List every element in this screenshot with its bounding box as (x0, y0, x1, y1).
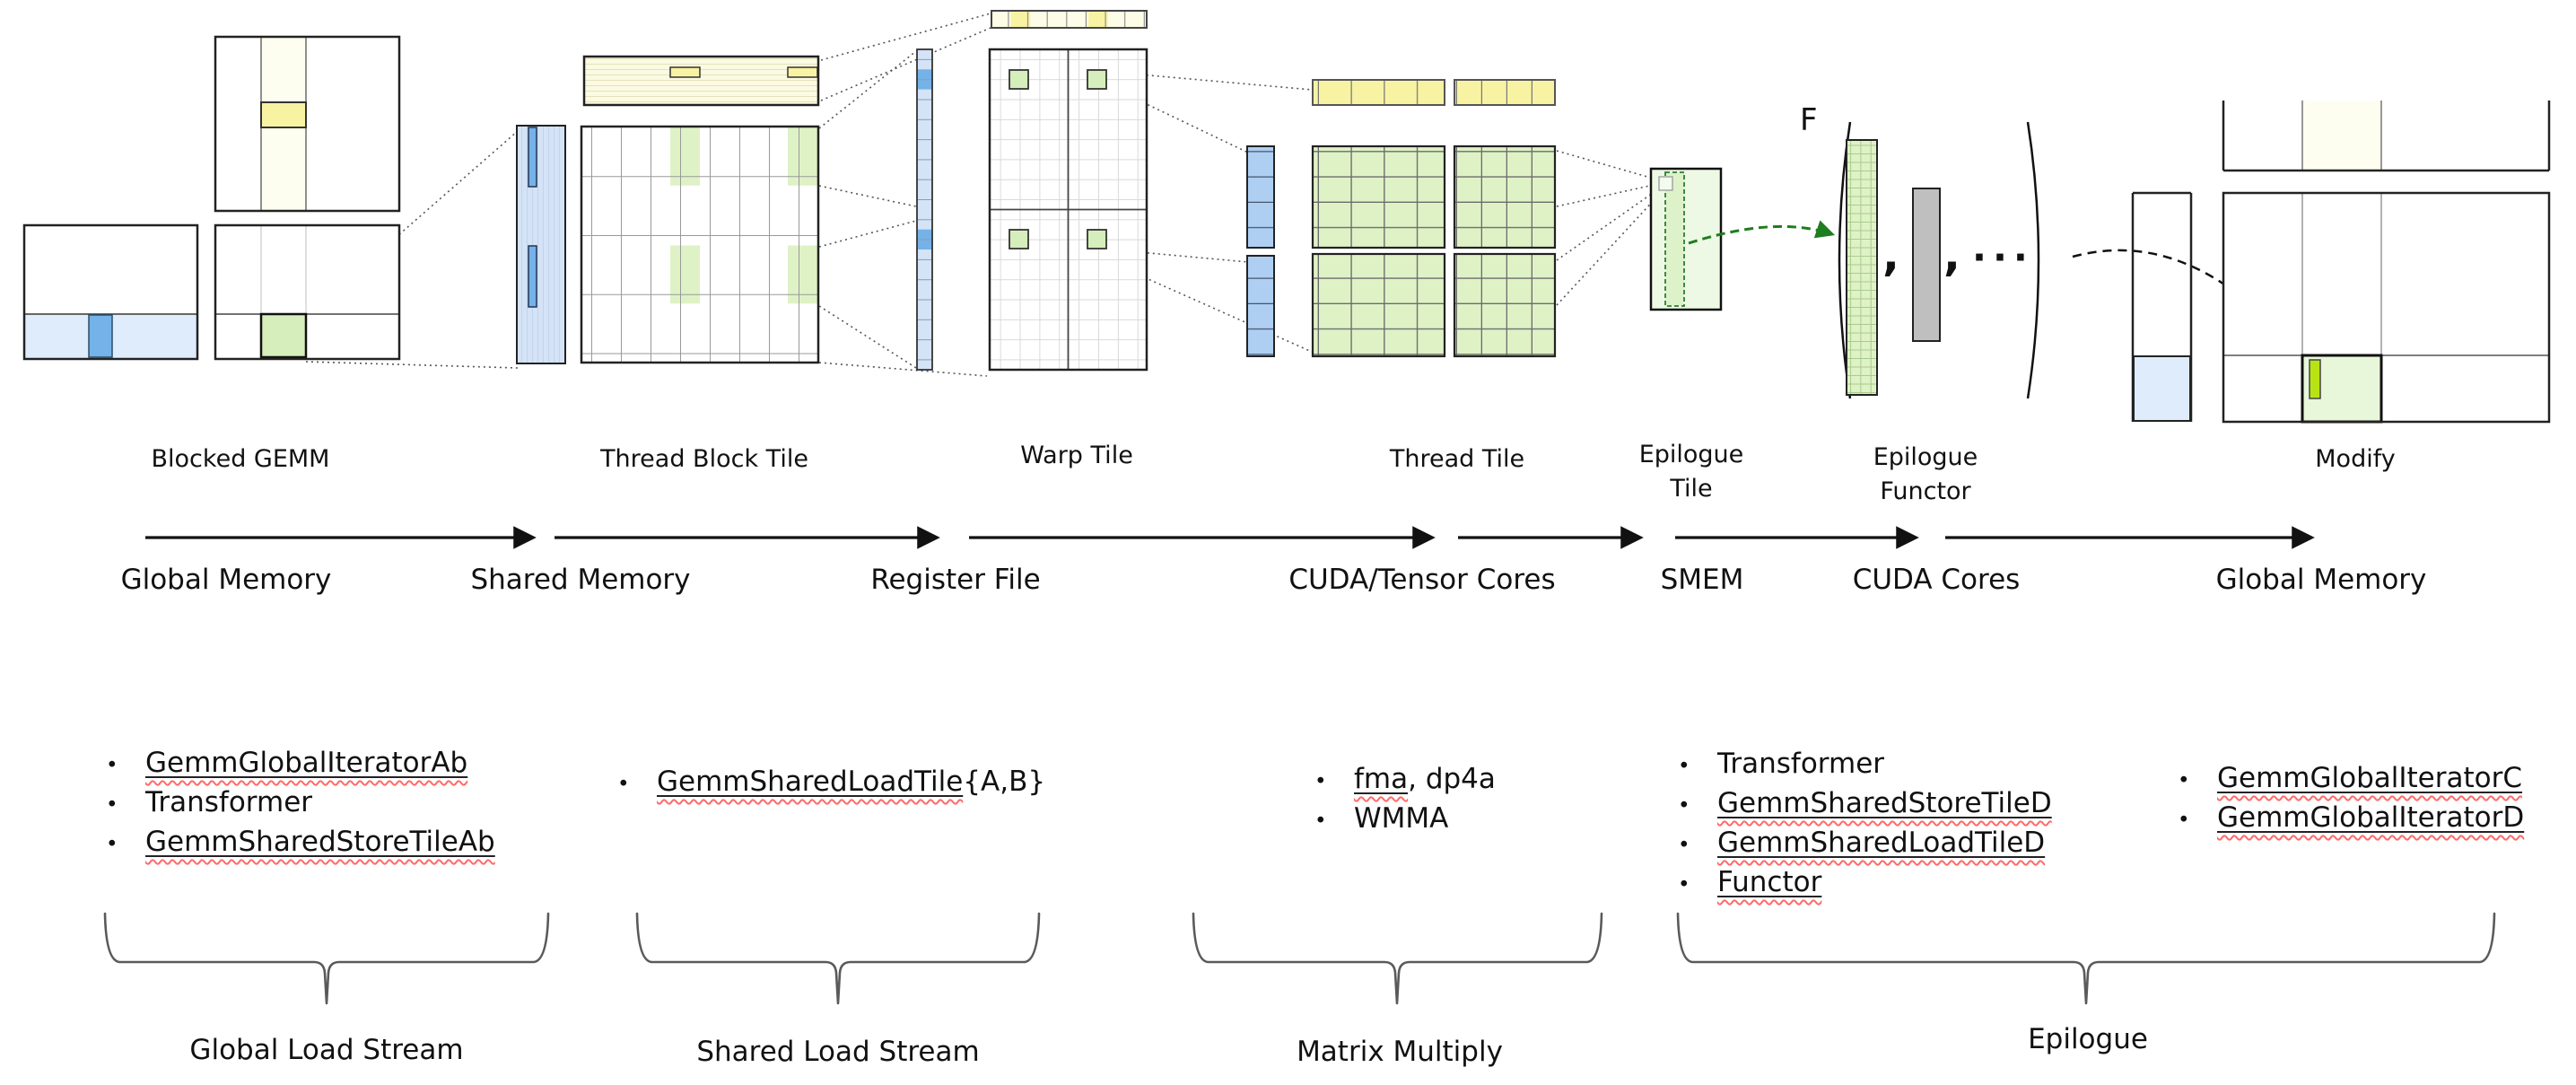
brace-label-epilogue: Epilogue (2028, 1023, 2148, 1055)
functor-ellipsis: ··· (1972, 235, 2034, 279)
functor-comma-1: , (1882, 229, 1899, 281)
list-item: • Functor (1678, 866, 2052, 906)
mem-label-cuda-tensor-cores: CUDA/Tensor Cores (1288, 564, 1556, 596)
modify-source-matrix-top (2222, 101, 2551, 172)
list-item-text: GemmGlobalIteratorAb (145, 747, 468, 779)
list-item: • GemmGlobalIteratorC (2178, 762, 2524, 801)
bullet-icon: • (1678, 755, 1690, 778)
warp-tile-grid (988, 48, 1148, 372)
brace-label-matrix-multiply: Matrix Multiply (1297, 1036, 1503, 1068)
bullet-icon: • (1678, 834, 1690, 857)
list-item-text: GemmSharedStoreTileD (1717, 787, 2052, 819)
list-item-text: GemmSharedLoadTileD (1717, 827, 2046, 859)
list-item: • GemmGlobalIteratorAb (106, 747, 495, 786)
bullet-icon: • (2178, 769, 2190, 792)
stage-label-warp-tile: Warp Tile (1020, 442, 1133, 469)
stage-label-epilogue-functor: Epilogue Functor (1873, 443, 1978, 505)
list-item: • WMMA (1314, 802, 1496, 842)
stage-label-modify: Modify (2315, 445, 2396, 473)
bullet-icon: • (106, 754, 118, 777)
list-item-text: GemmGlobalIteratorC (2217, 762, 2523, 794)
list-item-text: fma, dp4a (1354, 763, 1496, 795)
stage-label-thread-tile: Thread Tile (1389, 445, 1525, 473)
threadblock-shared-a-bar (516, 125, 566, 364)
epilogue-functor-group (1838, 121, 2040, 399)
mem-label-global-memory-right: Global Memory (2215, 564, 2427, 596)
list-item: • fma, dp4a (1314, 763, 1496, 802)
thread-tile-accumulator-grids (1311, 144, 1557, 358)
bullet-list-matrix-multiply: • fma, dp4a • WMMA (1314, 763, 1496, 842)
list-item: • GemmSharedLoadTile{A,B} (617, 766, 1045, 805)
blocked-gemm-matrix-c (214, 223, 401, 361)
threadblock-tile-grid (580, 125, 820, 364)
modify-left-fragment (2131, 191, 2193, 422)
list-item: • Transformer (1678, 748, 2052, 787)
list-item-text: Transformer (145, 786, 313, 818)
blocked-gemm-matrix-b (214, 35, 401, 213)
bullet-icon: • (1678, 794, 1690, 818)
brace-label-shared-load-stream: Shared Load Stream (696, 1036, 980, 1068)
bullet-list-shared-load-stream: • GemmSharedLoadTile{A,B} (617, 766, 1045, 805)
epilogue-tile-block (1649, 167, 1723, 311)
bullet-icon: • (106, 793, 118, 817)
functor-comma-2: , (1943, 229, 1960, 281)
list-item: • GemmSharedLoadTileD (1678, 827, 2052, 866)
mem-label-cuda-cores: CUDA Cores (1852, 564, 2021, 596)
list-item-text: GemmGlobalIteratorD (2217, 801, 2525, 834)
threadblock-shared-b-bar (582, 55, 820, 107)
epilogue-fragment-arrow (1688, 220, 1835, 245)
bullet-list-global-load-stream: • GemmGlobalIteratorAb • Transformer • GemmSh… (106, 747, 495, 865)
bullet-icon: • (106, 833, 118, 856)
group-braces (103, 912, 2496, 1005)
stage-label-threadblock-tile: Thread Block Tile (600, 445, 808, 473)
bullet-list-epilogue-ops: • Transformer • GemmSharedStoreTileD • GemmSh… (1678, 748, 2052, 906)
list-item-text: GemmSharedLoadTile{A,B} (657, 766, 1046, 798)
bullet-icon: • (1314, 809, 1327, 833)
bullet-list-global-iterators: • GemmGlobalIteratorC • GemmGlobalIteratorD (2178, 762, 2524, 841)
bullet-icon: • (2178, 809, 2190, 832)
functor-f-symbol: F (1800, 102, 1818, 138)
open-paren (1838, 121, 1852, 399)
register-file-column (916, 48, 933, 371)
list-item-text: WMMA (1354, 802, 1449, 835)
thread-tile-a-strips (1312, 79, 1556, 106)
list-item-text: Transformer (1717, 748, 1885, 780)
gray-operand-bar (1912, 188, 1941, 342)
list-item-text: Functor (1717, 866, 1822, 898)
stage-label-epilogue-tile: Epilogue Tile (1638, 441, 1744, 503)
list-item: • GemmSharedStoreTileD (1678, 787, 2052, 827)
list-item: • GemmSharedStoreTileAb (106, 826, 495, 865)
mem-label-register-file: Register File (870, 564, 1041, 596)
thread-tile-b-columns (1246, 145, 1275, 357)
bullet-icon: • (617, 773, 630, 796)
warp-fragment-strip (991, 10, 1148, 29)
mem-label-smem: SMEM (1660, 564, 1744, 596)
list-item: • Transformer (106, 786, 495, 826)
blocked-gemm-matrix-a (22, 223, 199, 361)
stage-label-blocked-gemm: Blocked GEMM (151, 445, 330, 473)
mem-label-global-memory-left: Global Memory (120, 564, 332, 596)
list-item: • GemmGlobalIteratorD (2178, 801, 2524, 841)
brace-label-global-load-stream: Global Load Stream (189, 1034, 464, 1066)
modify-dest-matrix (2222, 191, 2551, 424)
list-item-text: GemmSharedStoreTileAb (145, 826, 495, 858)
close-paren (2026, 121, 2040, 399)
bullet-icon: • (1678, 873, 1690, 897)
bullet-icon: • (1314, 770, 1327, 793)
mem-label-shared-memory: Shared Memory (470, 564, 691, 596)
